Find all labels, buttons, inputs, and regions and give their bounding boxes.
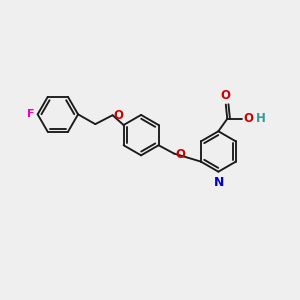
Text: N: N	[214, 176, 224, 190]
Text: O: O	[243, 112, 253, 125]
Text: F: F	[27, 109, 35, 119]
Text: H: H	[256, 112, 266, 125]
Text: O: O	[175, 148, 185, 161]
Text: O: O	[221, 89, 231, 102]
Text: O: O	[114, 109, 124, 122]
